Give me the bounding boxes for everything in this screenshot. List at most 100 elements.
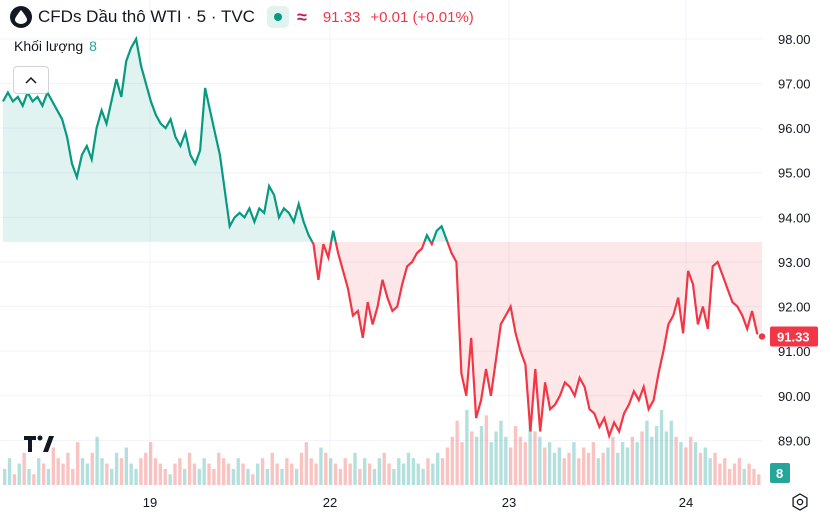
volume-bar [586,452,591,485]
data-delay-icon[interactable]: ≈ [296,6,307,27]
volume-bar [552,452,557,485]
volume-bar [523,442,527,485]
price-line-above-baseline [2,35,449,242]
volume-bar [280,468,284,485]
volume-bar [299,452,304,485]
volume-bar [372,468,377,485]
volume-bar [620,442,625,485]
volume-bar [611,436,615,485]
volume-bar [178,458,182,485]
volume-bar [577,458,581,485]
volume-bar [353,452,357,485]
volume-bar [713,452,717,485]
symbol-icon[interactable] [10,6,32,28]
y-tick-label: 90.00 [778,389,811,404]
y-tick-label: 95.00 [778,166,811,181]
volume-bar [397,458,401,485]
volume-bar [460,442,464,485]
volume-bar [80,458,85,485]
volume-bar [489,442,493,485]
volume-bar [212,468,216,485]
volume-bar [319,447,323,485]
volume-bar [17,463,21,485]
volume-bar [732,463,737,485]
volume-bar [309,458,313,485]
volume-bar [426,458,430,485]
volume-bar [679,442,683,485]
volume-bar [630,436,634,485]
volume-bar [440,458,445,485]
volume-bar [32,474,36,485]
volume-bar [22,452,26,485]
volume-value: 8 [89,38,97,54]
volume-legend[interactable]: Khối lượng 8 [14,38,97,54]
price-change: +0.01 (+0.01%) [370,8,474,26]
volume-bar [46,468,51,485]
volume-bar [416,463,420,485]
volume-bar [698,452,703,485]
volume-bar [406,452,411,485]
volume-bar [504,436,508,485]
y-tick-label: 94.00 [778,210,811,225]
volume-bar [474,436,479,485]
volume-bar [153,458,158,485]
volume-bar [241,463,245,485]
volume-bar [202,458,206,485]
volume-bar [557,447,562,485]
volume-bar [645,420,649,485]
volume-bar [392,468,396,485]
volume-bar [723,458,727,485]
volume-bar [757,474,761,485]
x-tick-label: 23 [502,495,516,510]
volume-bar [124,447,128,485]
volume-bar [66,452,70,485]
last-price-axis-badge [770,326,818,347]
volume-bar [742,468,746,485]
volume-bar [187,452,192,485]
volume-bar [290,463,294,485]
volume-bar [650,436,654,485]
volume-bar [231,468,236,485]
symbol-title[interactable]: CFDs Dầu thô WTI · 5 · TVC [38,7,255,26]
volume-bar [640,431,644,485]
volume-bar [509,447,513,485]
volume-bar [411,458,416,485]
volume-bar [616,452,620,485]
last-price-dot [757,331,767,342]
volume-bar [538,436,542,485]
volume-bar [7,458,12,485]
volume-bar [596,458,600,485]
volume-bar [100,458,104,485]
volume-bar [105,463,109,485]
volume-bar [260,458,265,485]
volume-bar [328,458,333,485]
volume-bar [635,442,639,485]
volume-bar [27,468,31,485]
volume-bar [625,447,630,485]
volume-bar [134,468,138,485]
volume-bar [747,463,751,485]
tradingview-logo[interactable] [22,430,58,456]
volume-bar [606,447,610,485]
volume-bar [217,452,221,485]
volume-bar [543,447,547,485]
volume-bar [85,463,90,485]
volume-bar [41,463,46,485]
volume-label: Khối lượng [14,38,84,54]
collapse-legend-button[interactable] [13,66,49,94]
volume-bar [158,463,163,485]
volume-bar [484,415,489,485]
y-tick-label: 89.00 [778,433,811,448]
market-open-status-icon[interactable] [266,6,289,28]
volume-bar [314,463,318,485]
volume-bar [727,468,732,485]
volume-bar [304,442,309,485]
volume-bar [139,458,143,485]
volume-bar [3,468,7,485]
x-tick-label: 24 [679,495,693,510]
volume-bar [51,447,56,485]
volume-bar [445,447,450,485]
settings-gear-icon[interactable] [790,492,810,512]
volume-bar [110,468,114,485]
